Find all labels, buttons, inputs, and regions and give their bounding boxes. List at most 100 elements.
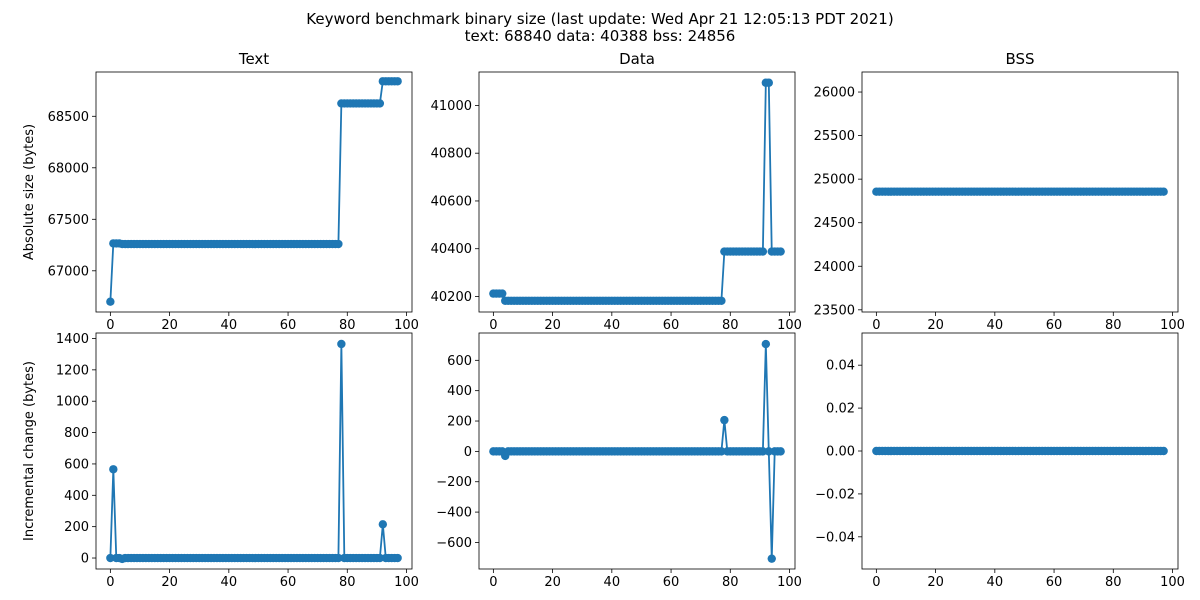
y-tick-label: 23500 bbox=[814, 303, 855, 318]
data-point bbox=[393, 553, 402, 563]
figure-subtitle: text: 68840 data: 40388 bss: 24856 bbox=[464, 27, 736, 45]
x-tick-label: 100 bbox=[394, 575, 419, 590]
x-tick-label: 80 bbox=[339, 575, 356, 590]
data-point bbox=[498, 289, 507, 298]
axes-frame bbox=[95, 71, 413, 313]
x-tick-label: 20 bbox=[544, 575, 561, 590]
y-tick-label: 40800 bbox=[431, 147, 472, 162]
x-tick-label: 80 bbox=[1105, 575, 1122, 590]
data-point bbox=[109, 465, 118, 474]
x-tick-label: 100 bbox=[777, 318, 802, 333]
y-tick-label: 68500 bbox=[48, 110, 89, 125]
x-tick-label: 80 bbox=[1105, 318, 1122, 333]
x-tick-label: 100 bbox=[777, 575, 802, 590]
x-tick-label: 0 bbox=[872, 318, 880, 333]
x-tick-label: 40 bbox=[604, 318, 621, 333]
data-point bbox=[758, 447, 768, 456]
y-tick-label: 600 bbox=[64, 457, 89, 472]
x-tick-label: 0 bbox=[489, 318, 497, 333]
x-tick-label: 100 bbox=[1160, 575, 1185, 590]
subplot-title: Data bbox=[619, 50, 655, 68]
y-tick-label: −0.02 bbox=[815, 487, 855, 502]
x-tick-label: 100 bbox=[394, 318, 419, 333]
data-point bbox=[375, 553, 385, 563]
data-point bbox=[761, 339, 771, 349]
y-tick-label: 24000 bbox=[814, 260, 855, 275]
y-tick-label: 200 bbox=[64, 520, 89, 535]
data-point bbox=[776, 247, 785, 256]
x-tick-label: 60 bbox=[663, 318, 680, 333]
y-tick-label: 0 bbox=[464, 445, 472, 460]
y-tick-label: 0.00 bbox=[826, 445, 855, 460]
y-tick-label: 400 bbox=[447, 384, 472, 399]
axes-frame bbox=[478, 71, 796, 313]
data-point bbox=[720, 415, 729, 425]
subplot-text-absolute: 0 20 40 60 80 100 67000 67500 68000 68500 Text Abso… bbox=[22, 50, 419, 333]
y-tick-label: 0 bbox=[81, 552, 89, 567]
y-tick-label: 25000 bbox=[814, 173, 855, 188]
y-axis-label: Incremental change (bytes) bbox=[22, 361, 37, 541]
y-tick-label: 40200 bbox=[431, 290, 472, 305]
x-tick-label: 40 bbox=[221, 575, 238, 590]
x-tick-label: 100 bbox=[1160, 318, 1185, 333]
data-point bbox=[717, 447, 726, 456]
data-point bbox=[764, 447, 773, 456]
data-point bbox=[334, 239, 343, 249]
axes-frame bbox=[861, 332, 1179, 570]
data-point bbox=[758, 247, 768, 256]
series-markers bbox=[872, 446, 1168, 456]
series-markers bbox=[489, 339, 785, 563]
data-point bbox=[1159, 446, 1168, 456]
y-tick-label: 24500 bbox=[814, 216, 855, 231]
data-point bbox=[764, 78, 773, 87]
data-point bbox=[106, 297, 115, 306]
data-point bbox=[393, 77, 402, 86]
data-point bbox=[106, 553, 115, 563]
y-tick-label: 1400 bbox=[56, 332, 89, 347]
x-tick-label: 80 bbox=[722, 575, 739, 590]
y-tick-label: 200 bbox=[447, 415, 472, 430]
x-tick-label: 60 bbox=[1046, 575, 1063, 590]
subplot-text-incremental: 0 20 40 60 80 1000200400600800100012001400Inc… bbox=[22, 332, 419, 590]
x-tick-label: 20 bbox=[927, 318, 944, 333]
y-tick-label: 67000 bbox=[48, 264, 89, 279]
axes-frame bbox=[478, 332, 796, 570]
y-tick-label: 1200 bbox=[56, 363, 89, 378]
series-line bbox=[493, 81, 781, 302]
x-tick-label: 80 bbox=[339, 318, 356, 333]
data-point bbox=[337, 339, 346, 349]
x-tick-label: 40 bbox=[987, 318, 1004, 333]
x-tick-label: 80 bbox=[722, 318, 739, 333]
y-tick-label: −400 bbox=[436, 506, 472, 521]
x-tick-label: 60 bbox=[280, 575, 297, 590]
series-markers bbox=[489, 78, 785, 305]
subplot-data-incremental: 0 20 40 60 80 100 −600 −400 −200 0 200 400 600 bbox=[436, 332, 802, 590]
data-point bbox=[375, 99, 385, 108]
series-markers bbox=[872, 187, 1168, 196]
x-tick-label: 0 bbox=[489, 575, 497, 590]
x-tick-label: 60 bbox=[1046, 318, 1063, 333]
y-tick-label: 1000 bbox=[56, 395, 89, 410]
figure-title: Keyword benchmark binary size (last upda… bbox=[306, 10, 894, 28]
y-tick-label: −600 bbox=[436, 536, 472, 551]
series-markers bbox=[106, 339, 402, 564]
data-point bbox=[1159, 187, 1168, 196]
x-tick-label: 20 bbox=[544, 318, 561, 333]
y-tick-label: 800 bbox=[64, 426, 89, 441]
data-point bbox=[767, 554, 776, 563]
series-markers bbox=[106, 77, 402, 306]
subplot-bss-absolute: 0 20 40 60 80 100 23500 24000 24500 25000 25500 260… bbox=[814, 50, 1185, 333]
y-tick-label: −200 bbox=[436, 475, 472, 490]
data-point bbox=[776, 447, 785, 456]
x-tick-label: 40 bbox=[221, 318, 238, 333]
x-tick-label: 0 bbox=[872, 575, 880, 590]
subplot-data-absolute: 0 20 40 60 80 100 40200 40400 40600 40800 41000 Dat… bbox=[431, 50, 802, 333]
data-point bbox=[717, 296, 726, 305]
subplot-bss-incremental: 0 20 40 60 80 100 −0.04 −0.02 0.00 0.02 0.04 bbox=[815, 332, 1185, 590]
x-tick-label: 0 bbox=[106, 575, 114, 590]
y-tick-label: 400 bbox=[64, 489, 89, 504]
x-tick-label: 40 bbox=[604, 575, 621, 590]
y-tick-label: 600 bbox=[447, 354, 472, 369]
